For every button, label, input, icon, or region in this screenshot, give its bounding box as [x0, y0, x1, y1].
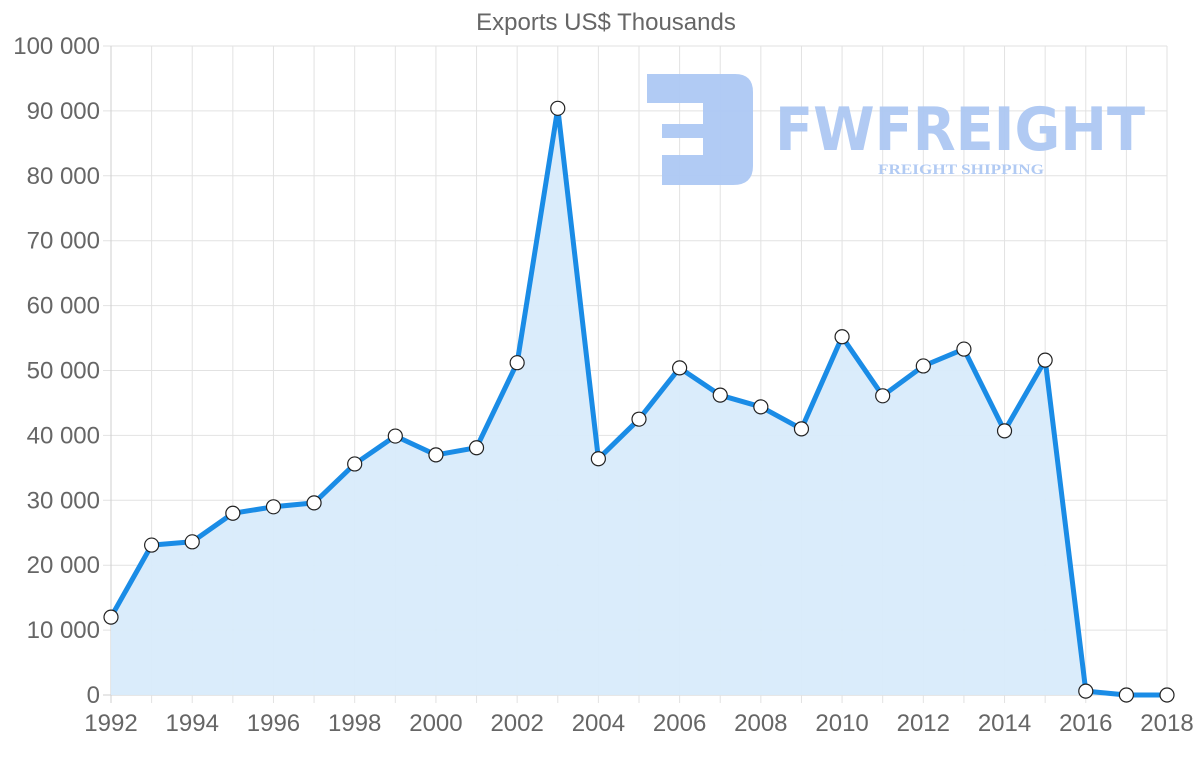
- data-point[interactable]: [265, 499, 282, 515]
- data-point[interactable]: [550, 100, 566, 116]
- data-point[interactable]: [144, 537, 160, 553]
- data-point[interactable]: [509, 355, 525, 371]
- data-point[interactable]: [387, 428, 403, 444]
- data-point[interactable]: [712, 387, 728, 403]
- data-point[interactable]: [793, 421, 810, 437]
- y-tick-label: 30 000: [27, 487, 100, 514]
- data-point[interactable]: [103, 609, 119, 625]
- x-tick-label: 1992: [84, 710, 137, 737]
- data-point[interactable]: [1159, 687, 1175, 703]
- data-points: [103, 100, 1175, 703]
- x-tick-label: 2010: [815, 710, 868, 737]
- watermark-logo: FWFREIGHT FREIGHT SHIPPING: [647, 74, 1145, 185]
- x-tick-label: 2002: [490, 710, 543, 737]
- x-tick-label: 2000: [409, 710, 462, 737]
- data-point[interactable]: [1037, 352, 1053, 368]
- y-tick-label: 100 000: [13, 33, 100, 60]
- x-tick-label: 2016: [1059, 710, 1112, 737]
- data-point[interactable]: [753, 399, 769, 415]
- y-tick-label: 80 000: [27, 163, 100, 190]
- data-point[interactable]: [875, 388, 891, 404]
- data-point[interactable]: [184, 534, 200, 550]
- data-point[interactable]: [306, 495, 322, 511]
- data-point[interactable]: [428, 447, 444, 463]
- data-point[interactable]: [631, 411, 647, 427]
- x-tick-label: 1996: [247, 710, 300, 737]
- x-tick-label: 2004: [572, 710, 625, 737]
- y-tick-label: 40 000: [27, 422, 100, 449]
- data-point[interactable]: [956, 341, 972, 357]
- data-point[interactable]: [1078, 683, 1094, 699]
- data-point[interactable]: [1118, 687, 1134, 703]
- y-tick-label: 60 000: [27, 293, 100, 320]
- x-tick-label: 1998: [328, 710, 381, 737]
- data-point[interactable]: [590, 451, 606, 467]
- y-tick-label: 90 000: [27, 98, 100, 125]
- watermark-brand: FWFREIGHT: [775, 95, 1145, 165]
- y-tick-label: 0: [87, 682, 100, 709]
- x-tick-label: 2014: [978, 710, 1031, 737]
- x-axis-ticks: 1992 1994 1996 1998 2000 2002 2004 2006 2008 2010…: [84, 710, 1193, 737]
- chart-title: Exports US$ Thousands: [476, 9, 736, 36]
- y-tick-label: 10 000: [27, 617, 100, 644]
- x-tick-label: 2012: [897, 710, 950, 737]
- x-tick-label: 2008: [734, 710, 787, 737]
- data-point[interactable]: [915, 358, 931, 374]
- area-fill: [111, 108, 1167, 696]
- y-tick-label: 50 000: [27, 358, 100, 385]
- data-point[interactable]: [468, 440, 485, 456]
- data-point[interactable]: [996, 423, 1013, 439]
- data-point[interactable]: [834, 329, 850, 345]
- x-tick-label: 2006: [653, 710, 706, 737]
- y-tick-label: 20 000: [27, 552, 100, 579]
- fwfreight-logo-icon: [647, 74, 753, 185]
- data-point[interactable]: [225, 505, 241, 521]
- watermark-tagline: FREIGHT SHIPPING: [878, 162, 1044, 178]
- data-point[interactable]: [347, 456, 363, 472]
- x-tick-label: 1994: [166, 710, 219, 737]
- y-axis-ticks: 0 10 000 20 000 30 000 40 000 50 000 60 000 70 …: [13, 33, 100, 709]
- y-tick-label: 70 000: [27, 228, 100, 255]
- data-point[interactable]: [672, 360, 688, 376]
- x-tick-label: 2018: [1140, 710, 1193, 737]
